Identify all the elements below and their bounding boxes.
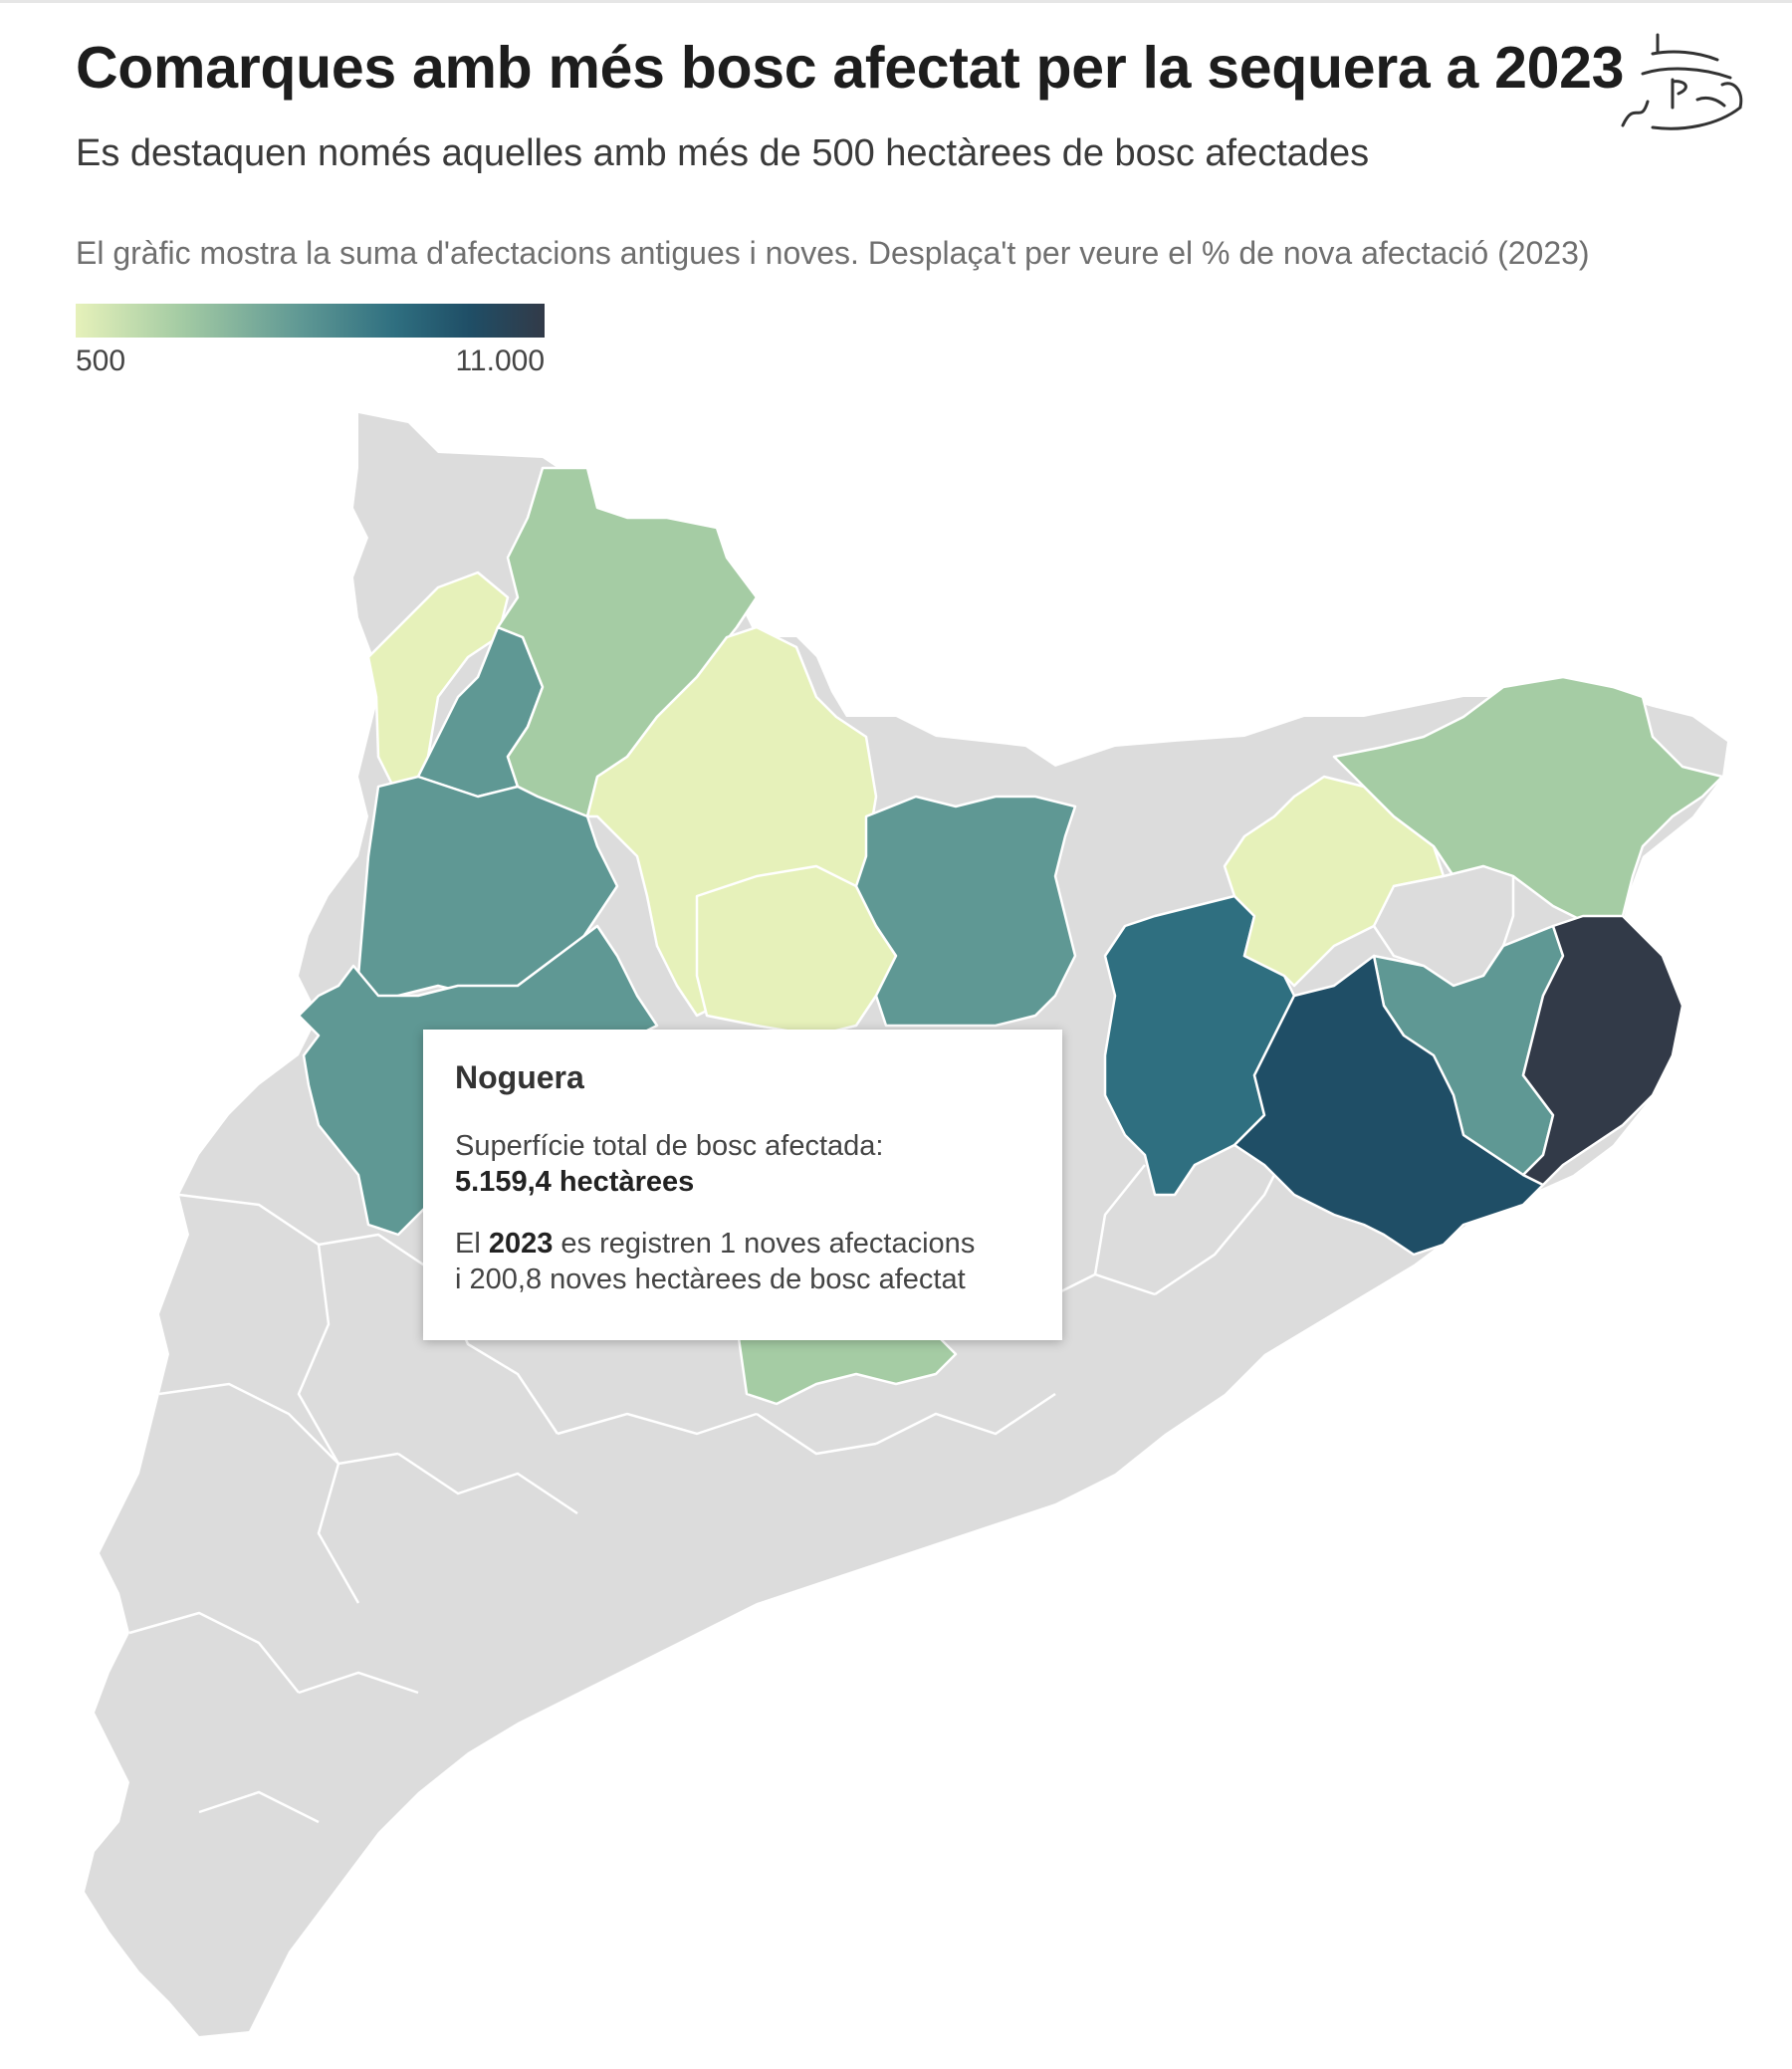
tooltip-new-cases-prefix: El — [455, 1228, 489, 1260]
region-selva — [1232, 954, 1545, 1257]
tooltip-new-cases: El 2023 es registren 1 noves afectacions — [455, 1226, 1030, 1262]
region-baix-emporda — [1521, 914, 1684, 1187]
top-divider — [0, 0, 1792, 3]
region-bergueda — [854, 795, 1077, 1028]
tooltip-total-value: 5.159,4 hectàrees — [455, 1166, 695, 1198]
color-scale-max-label: 11.000 — [455, 345, 545, 377]
tooltip-new-hectares: i 200,8 noves hectàrees de bosc afectat — [455, 1264, 966, 1295]
region-ripolles — [1223, 775, 1446, 988]
ship-logo-icon — [1621, 33, 1743, 130]
tooltip-year: 2023 — [488, 1228, 554, 1260]
tooltip-comarca-name: Noguera — [455, 1059, 584, 1095]
tooltip-total-label: Superfície total de bosc afectada: — [455, 1130, 884, 1162]
tooltip-new-cases-suffix: es registren 1 noves afectacions — [553, 1228, 976, 1260]
map-tooltip: Noguera Superfície total de bosc afectad… — [423, 1030, 1062, 1340]
color-scale-bar — [76, 304, 545, 338]
chart-title: Comarques amb més bosc afectat per la se… — [76, 35, 1625, 101]
chart-subtitle: Es destaquen només aquelles amb més de 5… — [76, 132, 1370, 174]
color-scale-min-label: 500 — [76, 345, 126, 377]
chart-note: El gràfic mostra la suma d'afectacions a… — [76, 235, 1590, 271]
